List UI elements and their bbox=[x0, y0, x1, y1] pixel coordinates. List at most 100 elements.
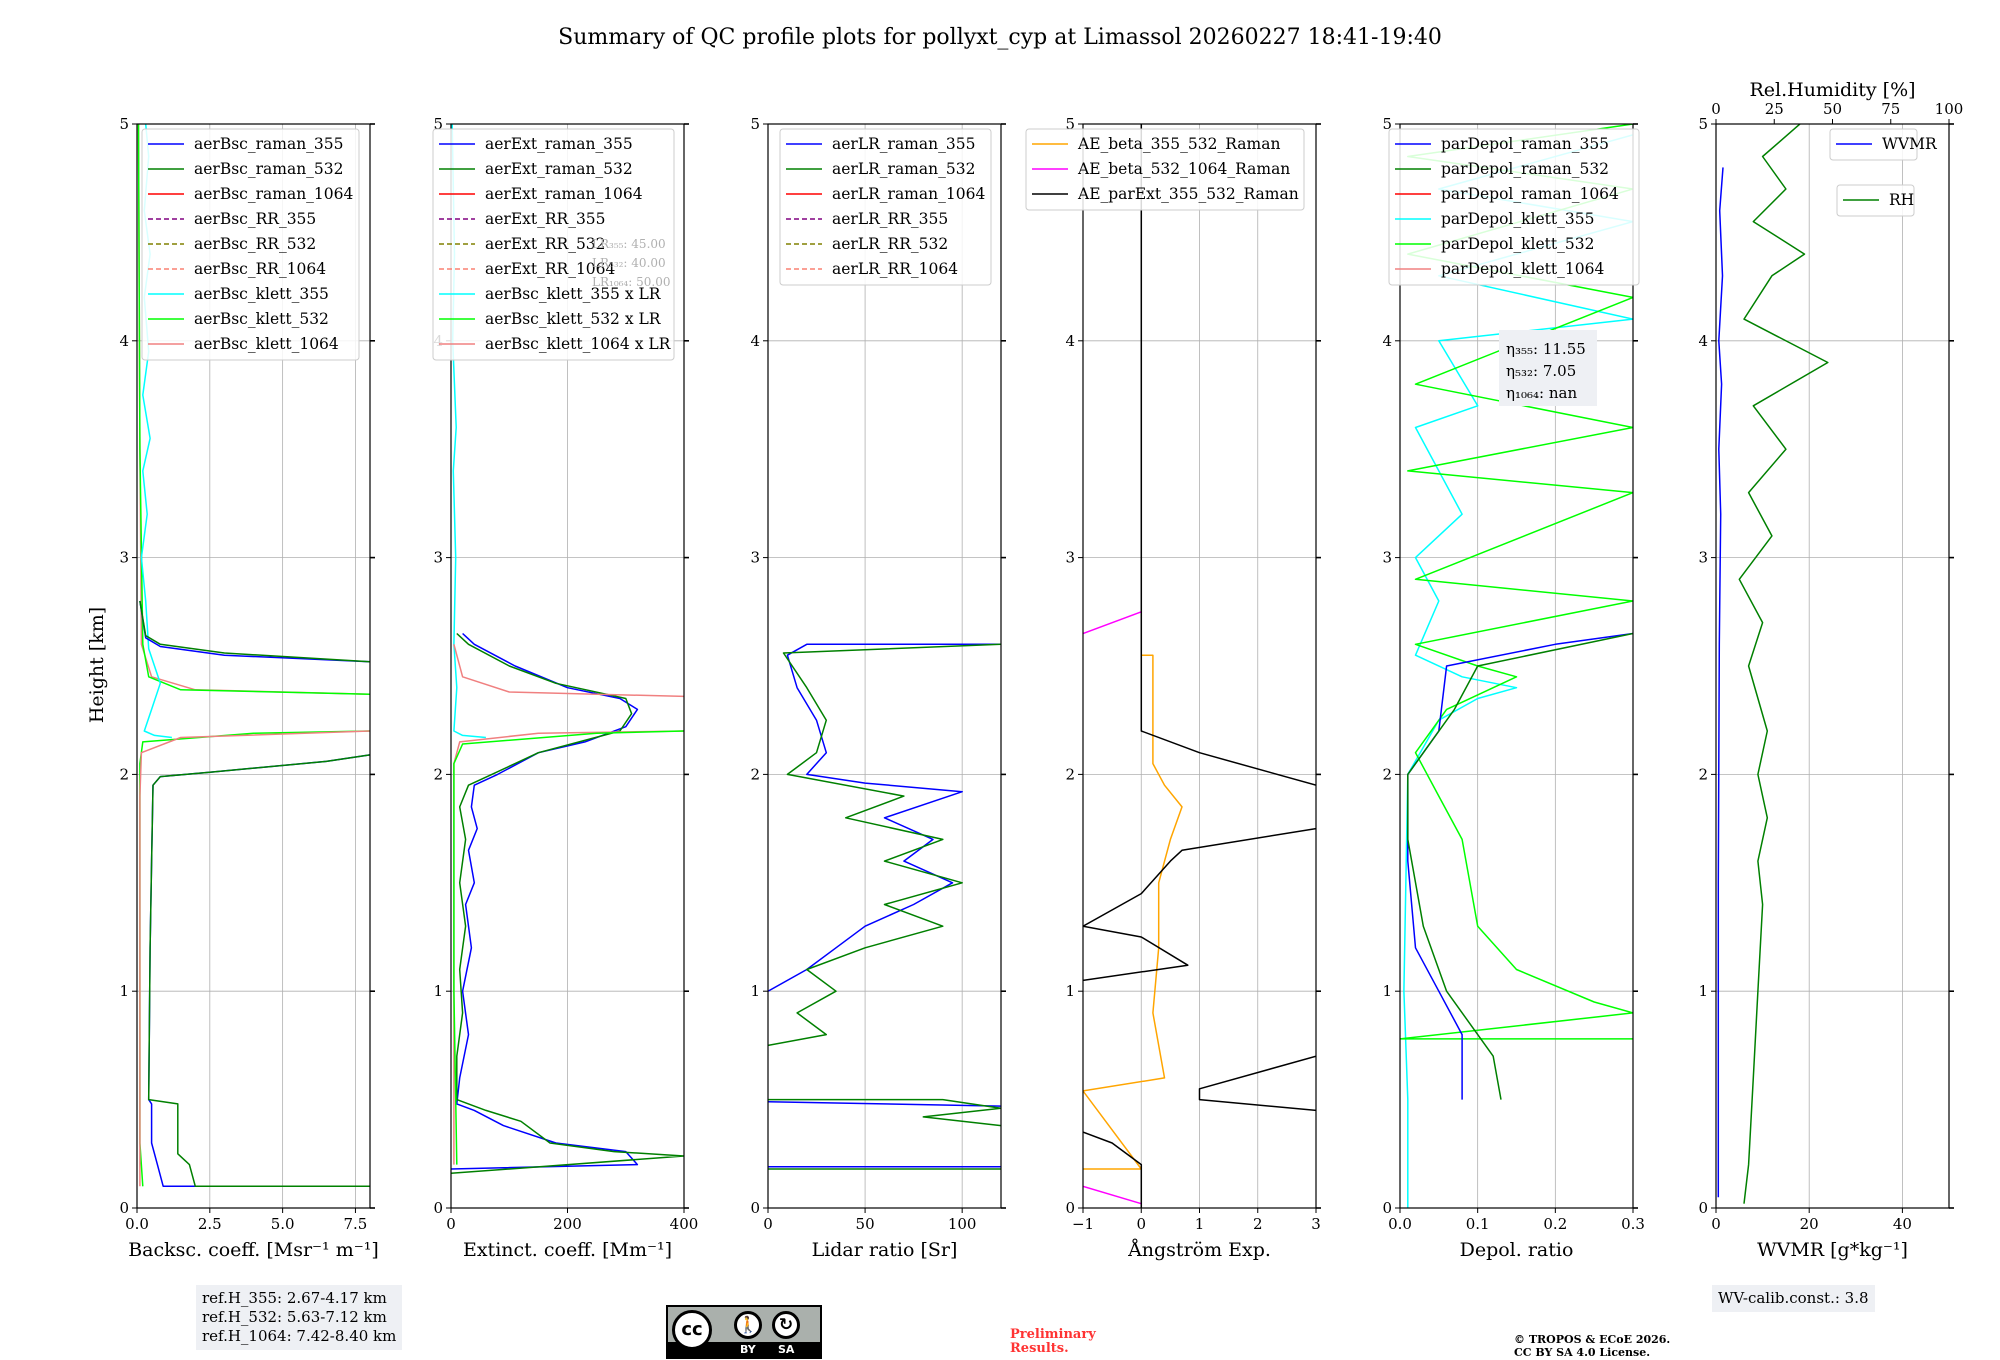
legend-frame bbox=[779, 128, 992, 286]
x-tick-label: 5.0 bbox=[271, 1215, 295, 1233]
legend-frame bbox=[432, 128, 675, 361]
legend-entry: parDepol_klett_1064 bbox=[1441, 260, 1604, 278]
series-line-AE_beta_532_1064_Raman bbox=[1083, 1185, 1142, 1205]
by-person-icon: 🚶 bbox=[734, 1311, 762, 1339]
top-x-tick-label: 50 bbox=[1823, 100, 1842, 118]
legend-entry: aerBsc_klett_1064 x LR bbox=[485, 335, 672, 353]
series-line-AE_parExt_355_532_Raman_top bbox=[1140, 124, 1316, 786]
eta-annotation-line: η₁₀₆₄: nan bbox=[1506, 384, 1577, 402]
series-line-AE_beta_532_1064_Raman_upper bbox=[1083, 611, 1142, 635]
x-axis-label: WVMR [g*kg⁻¹] bbox=[1757, 1239, 1908, 1261]
y-tick-label: 0 bbox=[119, 1199, 129, 1217]
y-tick-label: 2 bbox=[1698, 765, 1708, 783]
y-tick-label: 4 bbox=[1698, 332, 1708, 350]
legend-entry: aerExt_RR_355 bbox=[485, 210, 606, 228]
axes-frame bbox=[767, 123, 1002, 1209]
legend-entry: aerBsc_raman_355 bbox=[194, 135, 344, 153]
series-group bbox=[1400, 124, 1633, 1208]
legend-entry: parDepol_klett_355 bbox=[1441, 210, 1594, 228]
x-tick-label: 20 bbox=[1800, 1215, 1819, 1233]
legend-entry: aerExt_RR_532 bbox=[485, 235, 606, 253]
series-line-aerLR_raman_532_mid bbox=[768, 1098, 1001, 1127]
y-tick-label: 2 bbox=[1382, 765, 1392, 783]
legend-entry: aerExt_raman_1064 bbox=[485, 185, 643, 203]
y-tick-label: 5 bbox=[119, 115, 129, 133]
x-tick-label: 0.2 bbox=[1543, 1215, 1567, 1233]
x-tick-label: 0 bbox=[1136, 1215, 1146, 1233]
legend-entry: aerLR_raman_355 bbox=[832, 135, 975, 153]
legend-entry: aerLR_RR_355 bbox=[832, 210, 948, 228]
legend: aerLR_raman_355 aerLR_raman_532 aerLR_rama… bbox=[779, 128, 992, 286]
x-tick-label: 0 bbox=[1711, 1215, 1721, 1233]
series-line-RH bbox=[1738, 124, 1829, 1204]
axes-frame bbox=[1715, 123, 1950, 1209]
legend-entry: aerBsc_raman_1064 bbox=[194, 185, 354, 203]
axes-frame bbox=[136, 123, 371, 1209]
cc-logo-icon: cc bbox=[672, 1310, 712, 1350]
legend: aerExt_raman_355 aerExt_raman_532 aerExt_r… bbox=[432, 128, 675, 361]
legend-entry: aerExt_raman_532 bbox=[485, 160, 633, 178]
series-group bbox=[1083, 124, 1316, 1208]
legend-entry: aerLR_RR_1064 bbox=[832, 260, 958, 278]
y-tick-label: 3 bbox=[433, 549, 443, 567]
x-tick-label: 100 bbox=[948, 1215, 977, 1233]
panel-bsc: 0 1 2 3 4 5 0.0 2.5 5.0 7.5 Backsc. coeff. [Msr⁻¹ … bbox=[119, 115, 378, 1261]
x-tick-label: 0.3 bbox=[1621, 1215, 1645, 1233]
eta-annotation-line: η₅₃₂: 7.05 bbox=[1506, 362, 1576, 380]
y-tick-label: 1 bbox=[1698, 982, 1708, 1000]
copyright-line-2: CC BY SA 4.0 License. bbox=[1514, 1346, 1651, 1359]
legend-entry: parDepol_raman_355 bbox=[1441, 135, 1609, 153]
y-tick-label: 4 bbox=[1382, 332, 1392, 350]
x-tick-label: 0.1 bbox=[1466, 1215, 1490, 1233]
legend-secondary: RH bbox=[1836, 184, 1915, 217]
y-axis-label: Height [km] bbox=[86, 607, 108, 723]
y-tick-label: 4 bbox=[750, 332, 760, 350]
legend-entry: aerBsc_klett_1064 bbox=[194, 335, 339, 353]
top-x-tick-label: 0 bbox=[1711, 100, 1721, 118]
x-tick-label: 40 bbox=[1893, 1215, 1912, 1233]
series-line-parDepol_klett_355 bbox=[1403, 134, 1633, 1208]
series-line-AE_beta_355_532_Raman bbox=[1083, 654, 1183, 1170]
x-tick-label: 2.5 bbox=[198, 1215, 222, 1233]
eta-annotation-line: η₃₅₅: 11.55 bbox=[1506, 340, 1586, 358]
top-x-tick-label: 25 bbox=[1765, 100, 1784, 118]
y-tick-label: 0 bbox=[750, 1199, 760, 1217]
x-tick-label: 7.5 bbox=[344, 1215, 368, 1233]
series-line-aerLR_raman_355_mid bbox=[768, 1101, 1001, 1107]
legend-entry: AE_beta_532_1064_Raman bbox=[1077, 160, 1290, 178]
panels: 0 1 2 3 4 5 0.0 2.5 5.0 7.5 Backsc. coeff. [Msr⁻¹ … bbox=[119, 79, 1963, 1261]
series-group bbox=[1717, 124, 1829, 1204]
top-x-axis-label: Rel.Humidity [%] bbox=[1749, 79, 1915, 101]
x-axis-label: Lidar ratio [Sr] bbox=[812, 1239, 958, 1261]
series-line-aerBsc_klett_1064 bbox=[139, 730, 370, 1187]
lr-annotation: LR₃₅₅: 45.00 LR₅₃₂: 40.00 LR₁₀₆₄: 50.00 bbox=[592, 237, 670, 289]
y-tick-label: 0 bbox=[1382, 1199, 1392, 1217]
series-group bbox=[768, 643, 1001, 1170]
series-line-aerBsc_klett_532 x LR bbox=[453, 730, 684, 1165]
x-axis-label: Ångström Exp. bbox=[1127, 1239, 1271, 1261]
legend-frame bbox=[141, 128, 360, 361]
x-tick-label: 2 bbox=[1253, 1215, 1263, 1233]
x-tick-label: 3 bbox=[1311, 1215, 1321, 1233]
lr-annotation-line: LR₁₀₆₄: 50.00 bbox=[592, 275, 670, 289]
y-tick-label: 0 bbox=[1065, 1199, 1075, 1217]
series-line-aerBsc_raman_532 bbox=[147, 754, 370, 1188]
figure-title: Summary of QC profile plots for pollyxt_… bbox=[558, 25, 1442, 50]
y-tick-label: 3 bbox=[1698, 549, 1708, 567]
legend-entry: aerBsc_klett_532 bbox=[194, 310, 329, 328]
x-tick-label: −1 bbox=[1072, 1215, 1094, 1233]
legend: WVMR bbox=[1829, 128, 1938, 161]
x-tick-label: 50 bbox=[856, 1215, 875, 1233]
series-line-AE_parExt_355_532_Raman_main bbox=[1083, 827, 1316, 982]
eta-annotation-box bbox=[1499, 330, 1597, 406]
legend-frame bbox=[1388, 128, 1640, 286]
refh-line-532: ref.H_532: 5.63-7.12 km bbox=[202, 1308, 387, 1326]
series-line-AE_parExt_355_532_Raman bbox=[1083, 1131, 1143, 1208]
eta-annotation: η₃₅₅: 11.55 η₅₃₂: 7.05 η₁₀₆₄: nan bbox=[1499, 330, 1597, 406]
x-axis-label: Depol. ratio bbox=[1460, 1239, 1574, 1261]
y-tick-label: 4 bbox=[1065, 332, 1075, 350]
sa-share-icon: ↻ bbox=[772, 1311, 800, 1339]
legend-entry: parDepol_raman_1064 bbox=[1441, 185, 1619, 203]
y-tick-label: 5 bbox=[750, 115, 760, 133]
